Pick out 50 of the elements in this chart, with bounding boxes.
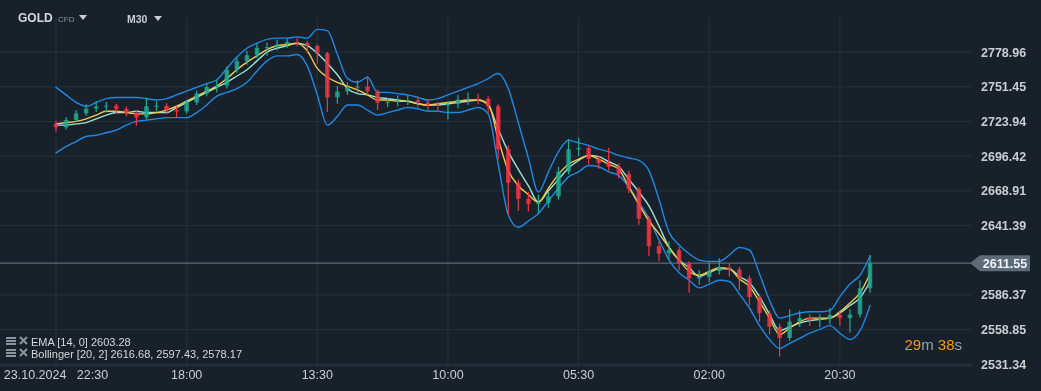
ref-line-label: 2611.55 (982, 256, 1028, 271)
y-tick-label: 2641.39 (981, 219, 1027, 234)
candlestick (516, 178, 521, 212)
candlestick (566, 138, 571, 175)
candlestick (274, 39, 280, 51)
candlestick (445, 100, 451, 121)
candlestick (666, 240, 672, 260)
y-tick-label: 2778.96 (981, 45, 1027, 60)
annotation: M30 (127, 13, 148, 25)
x-tick-label: 13:30 (301, 368, 333, 382)
candlestick (626, 169, 632, 194)
candlestick (536, 193, 541, 215)
candlestick (757, 293, 762, 323)
chart-subtitle: CFD (58, 15, 75, 24)
candlestick (375, 88, 380, 111)
candlestick (365, 75, 370, 96)
candlestick (737, 266, 742, 291)
x-tick-label: 23.10.2024 22:30 (3, 368, 109, 382)
candlestick (747, 274, 752, 307)
candlestick (144, 96, 149, 121)
y-tick-label: 2668.91 (981, 184, 1027, 199)
chart-title: GOLD (18, 11, 53, 25)
annotation: EMA [14, 0] 2603.28 (31, 336, 131, 348)
x-tick-label: 10:00 (432, 368, 464, 382)
y-tick-label: 2751.45 (981, 80, 1027, 95)
x-tick-label: 18:00 (171, 368, 203, 382)
y-tick-label: 2558.85 (981, 323, 1027, 338)
x-tick-label: 05:30 (562, 368, 595, 382)
candlestick (686, 260, 692, 294)
candlestick (847, 308, 853, 334)
x-tick-label: 02:00 (693, 368, 725, 382)
candlestick (787, 308, 792, 342)
candlestick (586, 144, 591, 165)
candlestick (455, 94, 461, 109)
candlestick (777, 323, 782, 358)
candlestick (606, 147, 612, 172)
candlestick (706, 262, 712, 283)
y-tick-label: 2696.42 (981, 149, 1027, 164)
candlestick (425, 98, 431, 111)
y-tick-label: 2531.34 (981, 357, 1027, 372)
candlestick (656, 240, 662, 262)
candlestick (526, 191, 531, 213)
candlestick (224, 65, 230, 90)
y-tick-label: 2586.37 (981, 288, 1027, 303)
candlestick (767, 309, 772, 336)
x-tick-label: 20:30 (824, 368, 856, 382)
candlestick (315, 43, 320, 64)
y-tick-label: 2723.94 (981, 114, 1027, 129)
annotation: Bollinger [20, 2] 2616.68, 2597.43, 2578.17 (31, 348, 243, 360)
text: 29m 38s (904, 336, 962, 353)
